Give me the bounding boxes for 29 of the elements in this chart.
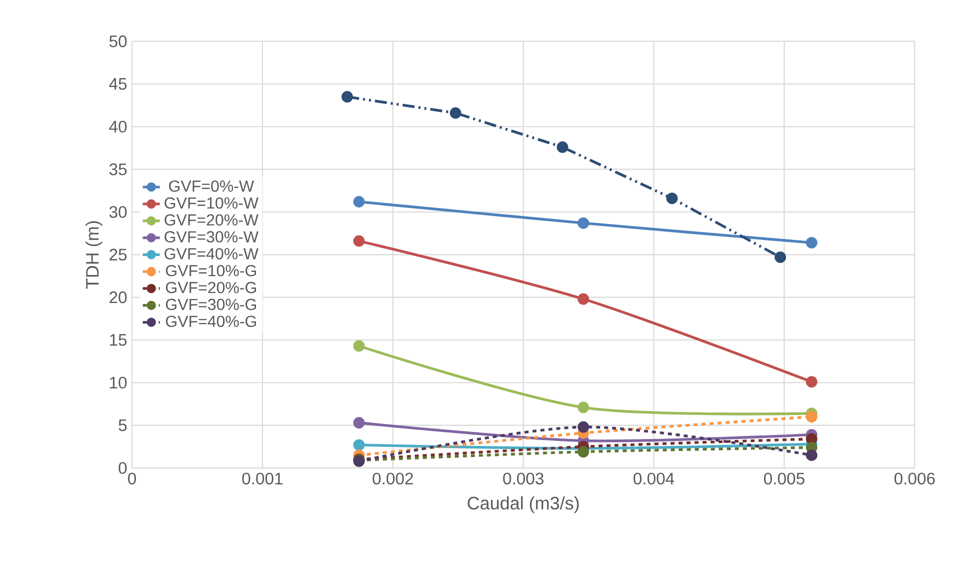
legend-label: GVF=40%-G — [166, 316, 256, 328]
x-axis-title: Caudal (m3/s) — [468, 496, 579, 514]
y-tick-label: 20 — [110, 291, 127, 304]
y-tick-label: 15 — [110, 334, 127, 346]
x-tick-label: 0.006 — [894, 472, 935, 484]
legend-label: GVF=30%-G — [166, 298, 256, 310]
y-tick-label: 0 — [118, 462, 127, 474]
y-tick-label: 40 — [109, 120, 127, 133]
legend-label: GVF=0%-W — [169, 180, 254, 192]
y-axis-title: TDH (m) — [85, 221, 102, 289]
x-tick-label: 0.002 — [372, 472, 413, 484]
x-tick-label: 0.005 — [764, 472, 804, 484]
x-tick-label: 0.004 — [634, 472, 674, 484]
y-tick-label: 45 — [109, 78, 127, 90]
legend-label: GVF=30%-W — [164, 231, 258, 242]
legend-label: GVF=10%-G — [166, 264, 256, 276]
x-tick-label: 0.003 — [503, 472, 544, 484]
x-tick-label: 0.001 — [242, 472, 282, 484]
y-tick-label: 10 — [110, 376, 127, 389]
y-tick-label: 25 — [110, 248, 127, 261]
legend-label: GVF=20%-G — [166, 282, 256, 294]
legend-label: GVF=40%-W — [164, 248, 258, 260]
legend-label: GVF=20%-W — [164, 214, 258, 226]
y-tick-label: 35 — [109, 163, 127, 176]
y-tick-label: 30 — [109, 206, 127, 218]
y-tick-label: 50 — [109, 35, 127, 48]
x-tick-label: 0 — [128, 472, 136, 484]
legend-label: GVF=10%-W — [164, 197, 258, 209]
y-tick-label: 5 — [118, 420, 127, 432]
